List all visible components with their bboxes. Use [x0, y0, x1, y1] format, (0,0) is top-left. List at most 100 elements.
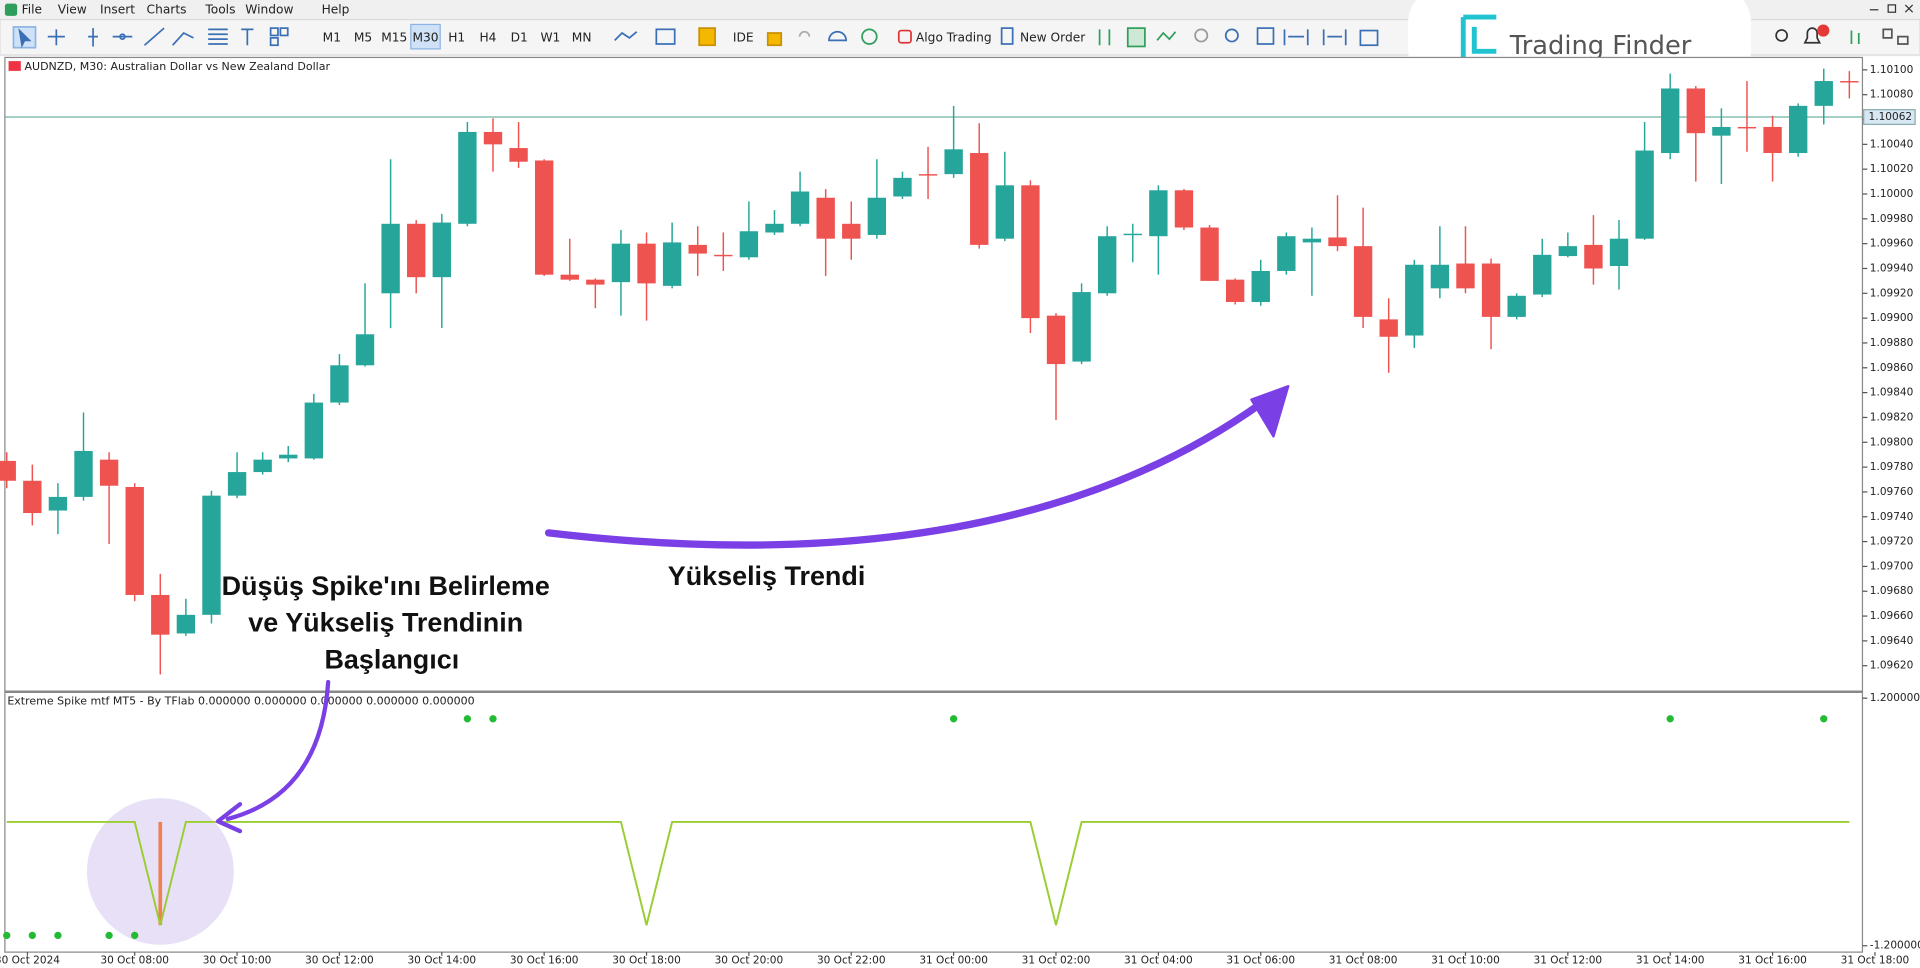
timeframe-button[interactable]: M5	[354, 30, 372, 44]
timeframe-button[interactable]: M15	[381, 30, 407, 44]
menu-item[interactable]: File	[22, 2, 42, 16]
x-tick-label: 30 Oct 22:00	[817, 955, 886, 967]
timeframe-button[interactable]: H1	[448, 30, 465, 44]
candle-body	[1456, 263, 1475, 289]
candle-body	[893, 177, 912, 197]
y-tick-label: 1.09920	[1870, 287, 1914, 299]
app-icon	[4, 3, 18, 16]
candle-body	[1405, 264, 1424, 336]
candle-body	[99, 459, 119, 486]
menu-item[interactable]: Window	[245, 2, 293, 16]
candle-body	[227, 472, 247, 496]
y-tick-label: 1.10100	[1870, 64, 1914, 76]
timeframe-button[interactable]: D1	[511, 30, 528, 44]
timeframe-button[interactable]: MN	[572, 30, 592, 44]
candle-body	[1098, 236, 1117, 294]
candle-body	[1072, 292, 1091, 362]
y-tick-label: 1.10020	[1870, 163, 1914, 175]
candle-body	[688, 244, 707, 254]
y-tick-label: 1.09660	[1870, 610, 1914, 622]
candle-body	[432, 222, 451, 278]
candle-body	[355, 334, 375, 366]
signal-dot	[463, 715, 472, 723]
annotation: Yükseliş Trendi	[668, 561, 866, 591]
signal-dot	[131, 931, 139, 940]
candle-body	[458, 131, 477, 224]
candle-body	[0, 460, 16, 481]
menu-item[interactable]: Tools	[204, 2, 235, 16]
x-tick-label: 31 Oct 02:00	[1022, 955, 1091, 967]
y-tick-label: 1.09980	[1870, 213, 1914, 225]
signal-dot	[28, 931, 36, 940]
y-tick-label: 1.10080	[1870, 89, 1914, 101]
candle-body	[995, 185, 1014, 239]
x-tick-label: 31 Oct 00:00	[919, 955, 988, 967]
signal-dot	[489, 715, 497, 723]
candle-body	[1200, 227, 1219, 281]
current-price-box	[1863, 109, 1916, 125]
y-tick-label: 1.09740	[1870, 511, 1914, 523]
y-tick-label: 1.200000	[1870, 692, 1920, 704]
timeframe-button[interactable]: M1	[323, 30, 341, 44]
candle-body	[74, 450, 93, 497]
y-tick-label: 1.09680	[1870, 585, 1914, 597]
toolbar-button[interactable]: IDE	[733, 30, 754, 44]
y-tick-label: 1.09780	[1870, 461, 1914, 473]
candle-body	[662, 242, 682, 286]
x-tick-label: 31 Oct 04:00	[1124, 955, 1193, 967]
signal-dot	[105, 931, 113, 940]
logo-text: Trading Finder	[1509, 31, 1692, 61]
candle-body	[611, 243, 631, 283]
annotation: Başlangıcı	[324, 644, 459, 674]
current-price-label: 1.10062	[1869, 111, 1913, 123]
active-timeframe-bg	[410, 23, 441, 50]
candle-body	[330, 365, 349, 403]
candle-body	[1251, 270, 1270, 302]
candle-body	[1481, 263, 1501, 317]
candle-body	[816, 197, 835, 239]
signal-dot	[3, 931, 11, 940]
candle-body	[381, 223, 400, 294]
toolbar-button[interactable]: New Order	[1020, 30, 1086, 44]
menu-item[interactable]: Charts	[147, 2, 187, 16]
candle-body	[970, 153, 989, 245]
menu-item[interactable]: View	[58, 2, 87, 16]
signal-dot	[1820, 715, 1828, 723]
signal-dot	[54, 931, 62, 940]
candle-body	[1328, 237, 1347, 247]
x-tick-label: 31 Oct 14:00	[1636, 955, 1705, 967]
candle-body	[1149, 190, 1168, 237]
arrows	[215, 385, 1290, 834]
candle-body	[534, 160, 554, 275]
y-tick-label: 1.09960	[1870, 238, 1914, 250]
candle-body	[1353, 246, 1373, 317]
x-tick-label: 31 Oct 10:00	[1431, 955, 1500, 967]
candle-body	[509, 148, 528, 162]
candle-body	[1737, 126, 1757, 129]
signal-dot	[949, 715, 958, 723]
indicator-line	[6, 820, 1850, 926]
candle-body	[1763, 126, 1782, 154]
timeframe-button[interactable]: M30	[412, 30, 438, 44]
candle-body	[1302, 238, 1322, 243]
menu-item[interactable]: Insert	[100, 2, 135, 16]
y-tick-label: 1.09820	[1870, 411, 1914, 423]
annotation: Düşüş Spike'ını Belirleme	[222, 571, 550, 601]
toolbar-button[interactable]: Algo Trading	[916, 30, 992, 44]
y-tick-label: -1.200000	[1870, 940, 1920, 952]
candle-body	[790, 191, 810, 224]
spike-bar	[158, 821, 163, 926]
y-tick-label: 1.09760	[1870, 486, 1914, 498]
candle-body	[1046, 315, 1066, 365]
candle-body	[1661, 88, 1680, 154]
menu-item[interactable]: Help	[322, 2, 350, 16]
candle-body	[714, 254, 733, 257]
timeframe-button[interactable]: W1	[540, 30, 560, 44]
candle-body	[151, 594, 170, 635]
timeframe-button[interactable]: H4	[479, 30, 496, 44]
candle-body	[1788, 105, 1808, 154]
x-tick-label: 30 Oct 08:00	[100, 955, 169, 967]
y-tick-label: 1.09840	[1870, 387, 1914, 399]
candle-body	[304, 402, 324, 459]
